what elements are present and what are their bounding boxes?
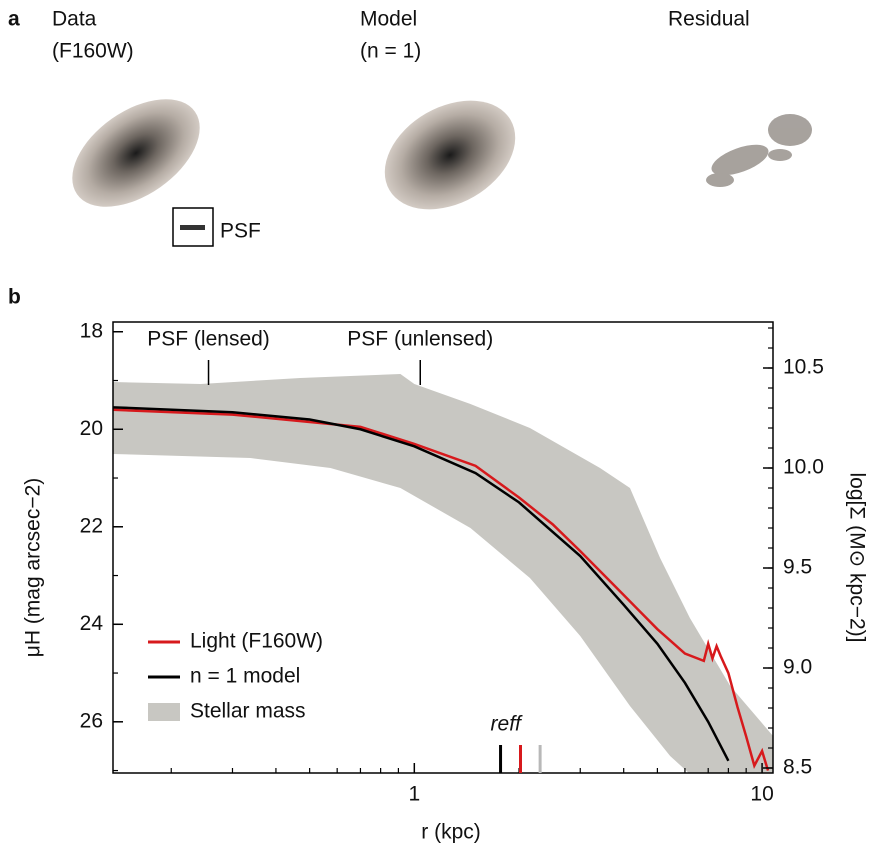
y2-tick-label: 8.5 [783,756,812,779]
legend-label: Stellar mass [190,700,306,723]
y2-tick-label: 10.5 [783,356,824,379]
psf-image [180,225,205,230]
psf-label: PSF [220,220,261,243]
stellar-mass-band [113,374,773,773]
reff-label: reff [491,713,524,736]
psf-box [172,207,214,247]
y-tick-label: 26 [80,709,103,732]
y-tick-label: 20 [80,417,103,440]
y2-tick-label: 9.5 [783,556,812,579]
line [113,408,770,771]
column-subtitle: (n = 1) [360,40,421,63]
column-title: Data [52,8,97,31]
y-tick-label: 22 [80,514,103,537]
legend-swatch [148,703,180,721]
model-image [384,100,516,210]
column-title: Residual [668,8,750,31]
annotation: PSF (unlensed) [347,328,493,351]
annotation: PSF (lensed) [147,328,270,351]
panel-label: a [8,8,20,31]
y-tick-label: 18 [80,319,103,342]
panel-label: b [8,286,21,309]
line [113,406,730,762]
residual-image [706,114,812,187]
y2-axis-label: log[Σ (M⊙ kpc−2)] [845,472,868,642]
column-title: Model [360,8,417,31]
legend-label: Light (F160W) [190,630,323,653]
plot-data [113,374,773,773]
y2-tick-label: 10.0 [783,456,824,479]
y2-tick-label: 9.0 [783,656,812,679]
y-tick-label: 24 [80,612,104,635]
data-image [72,99,200,207]
x-tick-label: 1 [408,783,420,806]
column-subtitle: (F160W) [52,40,134,63]
legend-label: n = 1 model [190,665,300,688]
x-tick-label: 10 [750,783,773,806]
y-axis-label: μH (mag arcsec−2) [22,478,45,658]
x-axis-label: r (kpc) [421,821,481,844]
